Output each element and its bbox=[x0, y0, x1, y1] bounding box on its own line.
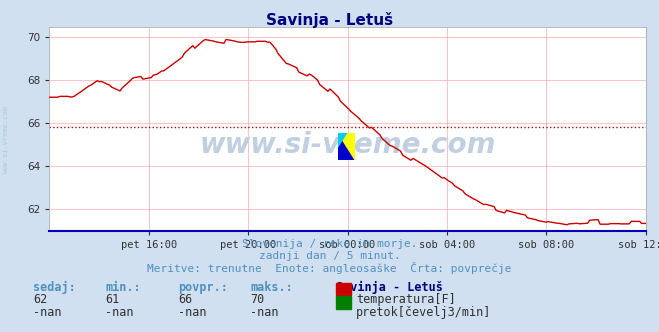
Text: 62: 62 bbox=[33, 293, 47, 306]
Text: min.:: min.: bbox=[105, 281, 141, 293]
Text: zadnji dan / 5 minut.: zadnji dan / 5 minut. bbox=[258, 251, 401, 261]
Text: Savinja - Letuš: Savinja - Letuš bbox=[266, 12, 393, 28]
Text: temperatura[F]: temperatura[F] bbox=[356, 293, 455, 306]
Text: -nan: -nan bbox=[33, 306, 61, 319]
Text: pretok[čevelj3/min]: pretok[čevelj3/min] bbox=[356, 306, 491, 319]
Text: Slovenija / reke in morje.: Slovenija / reke in morje. bbox=[242, 239, 417, 249]
Text: Savinja - Letuš: Savinja - Letuš bbox=[336, 281, 443, 293]
Text: sedaj:: sedaj: bbox=[33, 281, 76, 293]
Text: -nan: -nan bbox=[105, 306, 134, 319]
Text: 61: 61 bbox=[105, 293, 120, 306]
Text: 70: 70 bbox=[250, 293, 265, 306]
Text: -nan: -nan bbox=[178, 306, 206, 319]
Text: 66: 66 bbox=[178, 293, 192, 306]
Text: www.si-vreme.com: www.si-vreme.com bbox=[2, 106, 9, 173]
Text: maks.:: maks.: bbox=[250, 281, 293, 293]
Text: povpr.:: povpr.: bbox=[178, 281, 228, 293]
Text: Meritve: trenutne  Enote: angleosaške  Črta: povprečje: Meritve: trenutne Enote: angleosaške Črt… bbox=[147, 262, 512, 274]
Text: www.si-vreme.com: www.si-vreme.com bbox=[200, 131, 496, 159]
Text: -nan: -nan bbox=[250, 306, 279, 319]
